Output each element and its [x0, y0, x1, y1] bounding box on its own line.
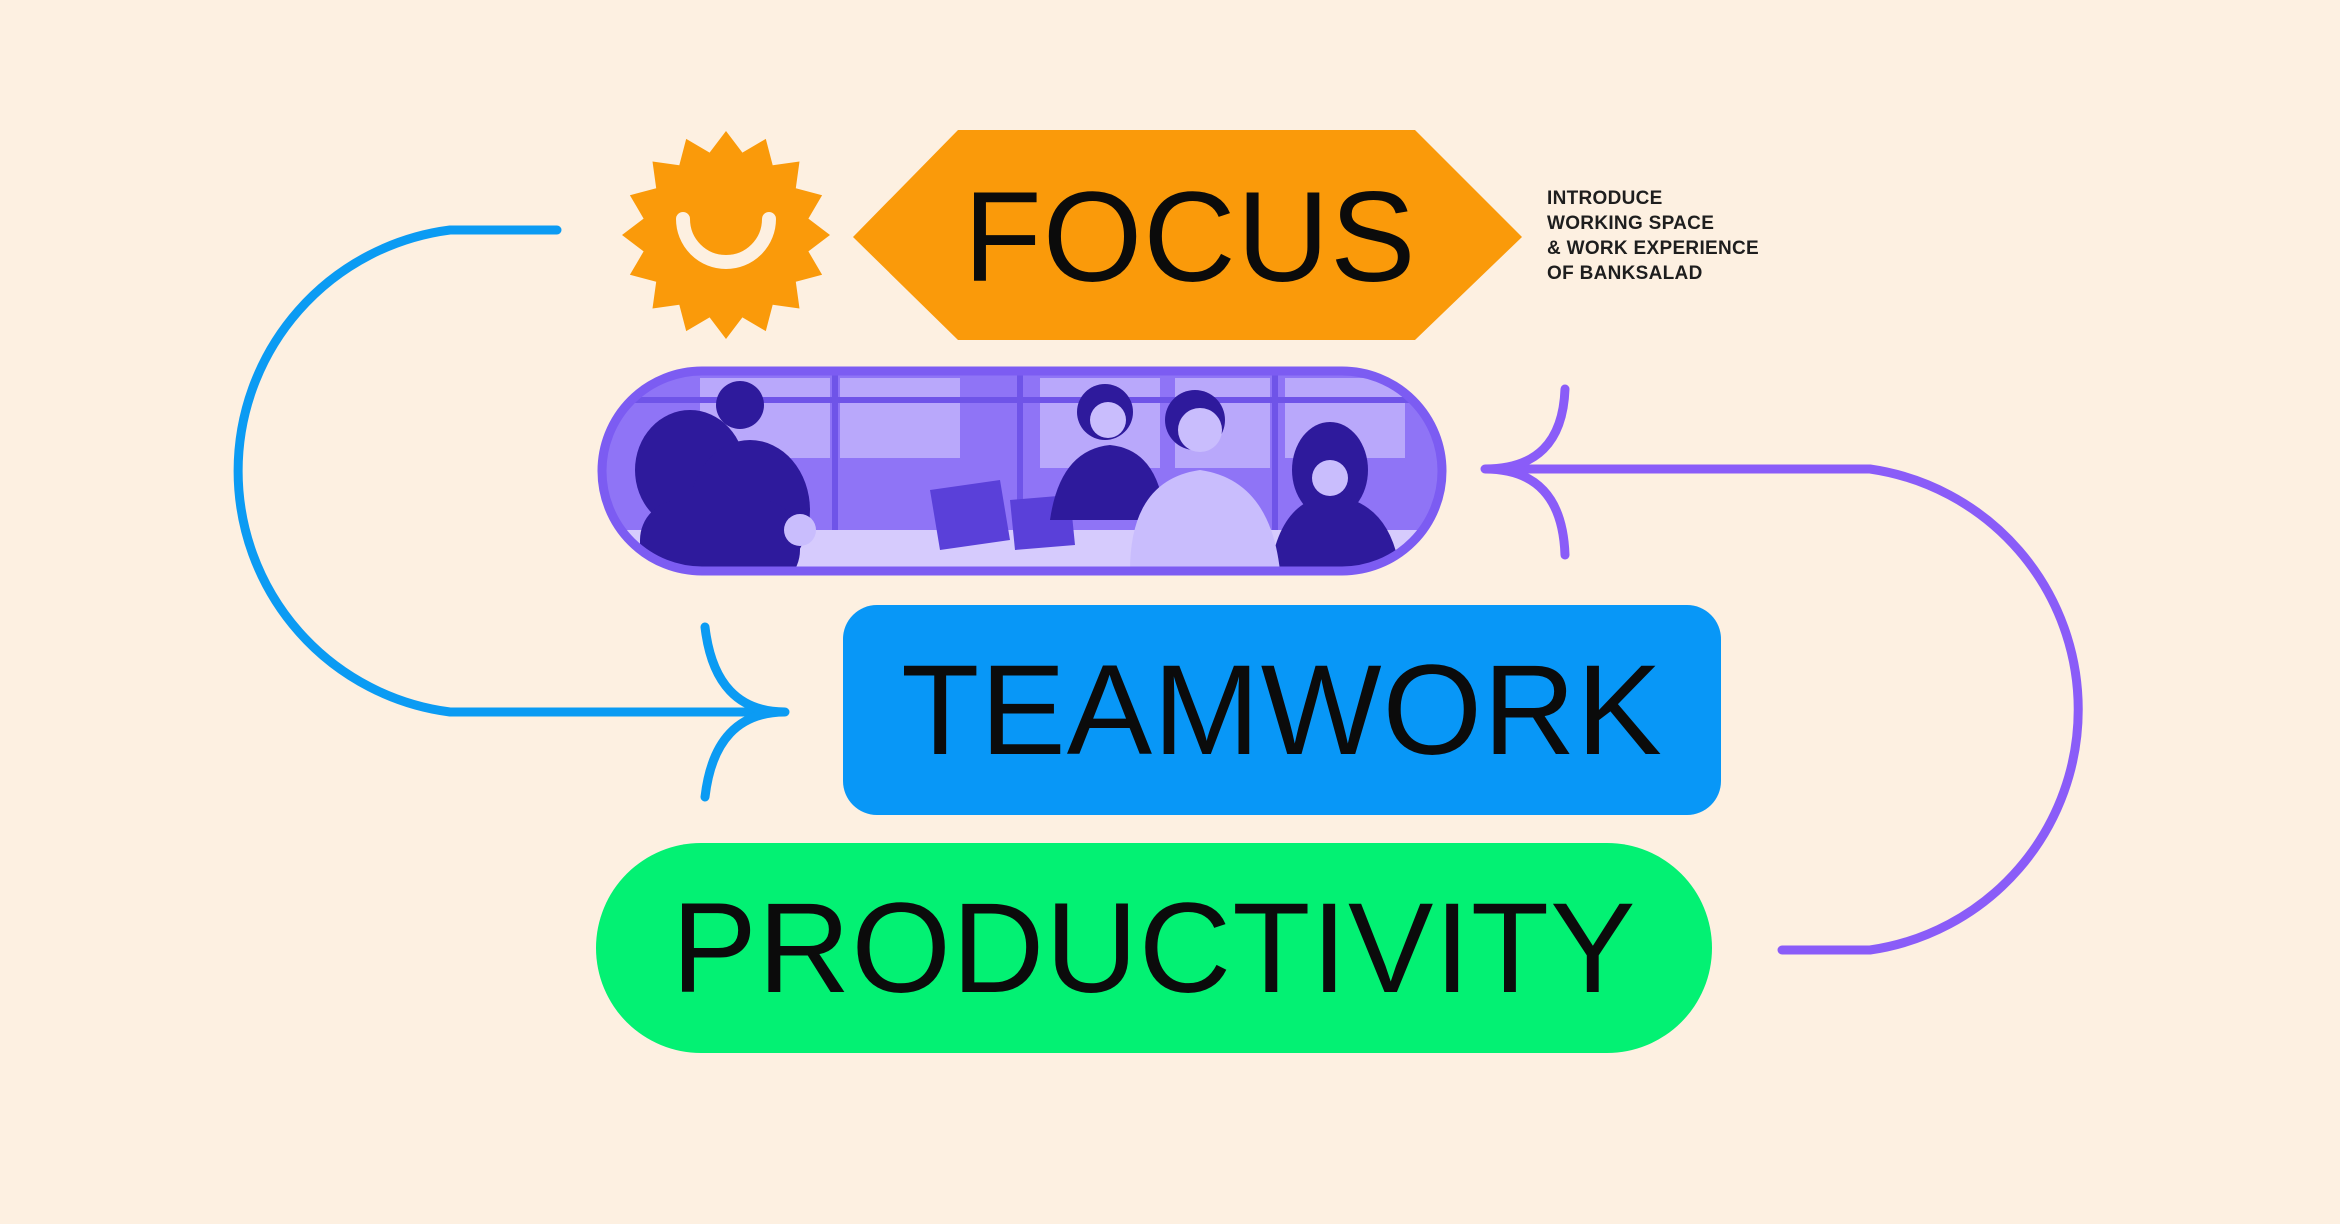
smiling-sun-icon	[622, 131, 830, 339]
purple-flow-arrow	[1480, 384, 2083, 955]
tagline-line: & WORK EXPERIENCE	[1547, 238, 1760, 259]
teamwork-label: TEAMWORK	[901, 638, 1663, 782]
focus-label: FOCUS	[963, 166, 1417, 309]
productivity-label: PRODUCTIVITY	[671, 876, 1637, 1020]
focus-banner	[853, 130, 1522, 340]
team-meeting-photo	[597, 366, 1447, 576]
tagline-line: WORKING SPACE	[1547, 213, 1715, 234]
blue-flow-arrow	[233, 225, 790, 802]
productivity-banner	[596, 843, 1712, 1053]
teamwork-banner	[843, 605, 1721, 815]
tagline-line: OF BANKSALAD	[1547, 263, 1703, 284]
tagline: INTRODUCE WORKING SPACE & WORK EXPERIENC…	[1547, 186, 1759, 286]
tagline-line: INTRODUCE	[1547, 188, 1663, 209]
